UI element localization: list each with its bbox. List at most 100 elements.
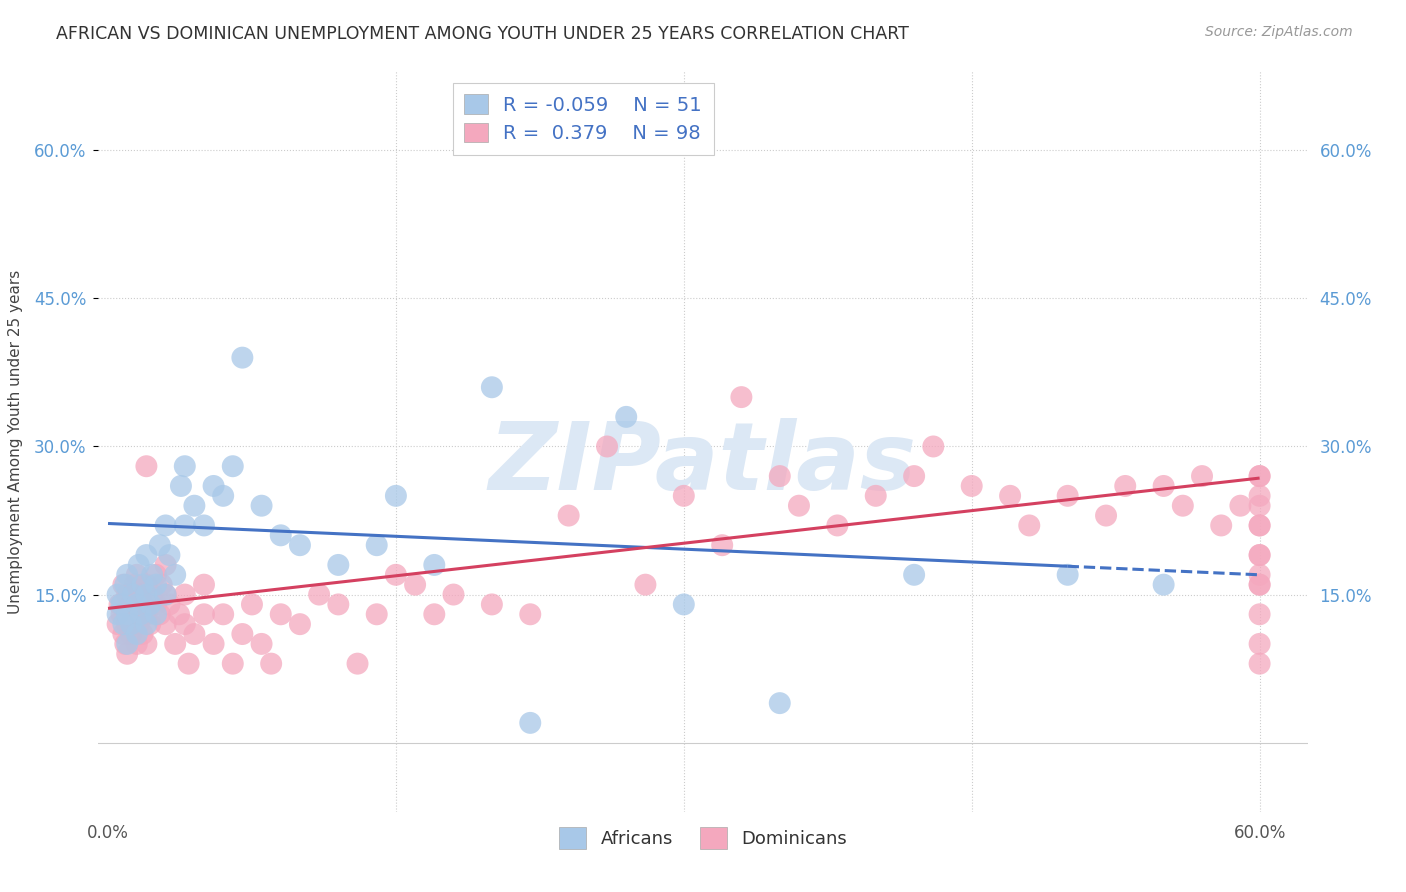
Point [250, 499, 273, 513]
Point [124, 577, 146, 591]
Point [385, 489, 408, 503]
Point [165, 567, 187, 582]
Text: Source: ZipAtlas.com: Source: ZipAtlas.com [1205, 25, 1353, 39]
Point [328, 558, 350, 572]
Point [122, 607, 145, 622]
Point [288, 538, 311, 552]
Point [115, 567, 138, 582]
Point [112, 627, 135, 641]
Point [183, 627, 205, 641]
Point [115, 647, 138, 661]
Text: ZIPatlas: ZIPatlas [489, 417, 917, 509]
Point [519, 715, 541, 730]
Point [1249, 469, 1271, 483]
Point [222, 459, 245, 474]
Point [202, 479, 225, 493]
Point [1018, 518, 1040, 533]
Point [787, 499, 810, 513]
Point [1153, 479, 1175, 493]
Point [125, 598, 148, 612]
Point [107, 607, 129, 622]
Point [1249, 567, 1271, 582]
Point [1171, 499, 1194, 513]
Point [131, 627, 153, 641]
Point [596, 440, 619, 454]
Point [173, 459, 195, 474]
Point [149, 538, 172, 552]
Point [260, 657, 283, 671]
Point [139, 617, 162, 632]
Point [155, 617, 177, 632]
Point [423, 607, 446, 622]
Y-axis label: Unemployment Among Youth under 25 years: Unemployment Among Youth under 25 years [8, 269, 22, 614]
Point [519, 607, 541, 622]
Point [114, 637, 136, 651]
Point [1229, 499, 1251, 513]
Point [730, 390, 752, 404]
Point [129, 607, 152, 622]
Point [125, 637, 148, 651]
Point [1249, 607, 1271, 622]
Point [165, 637, 187, 651]
Point [120, 598, 142, 612]
Point [443, 588, 465, 602]
Point [481, 380, 503, 394]
Point [135, 588, 157, 602]
Point [108, 598, 131, 612]
Point [865, 489, 887, 503]
Point [346, 657, 368, 671]
Point [177, 657, 200, 671]
Point [135, 637, 157, 651]
Point [120, 627, 142, 641]
Point [193, 577, 215, 591]
Point [1249, 577, 1271, 591]
Point [998, 489, 1021, 503]
Point [614, 409, 637, 424]
Point [135, 617, 157, 632]
Point [423, 558, 446, 572]
Point [385, 567, 408, 582]
Point [231, 627, 253, 641]
Point [110, 598, 132, 612]
Point [159, 598, 181, 612]
Point [1249, 489, 1271, 503]
Point [711, 538, 734, 552]
Point [1249, 637, 1271, 651]
Point [112, 617, 135, 632]
Point [131, 598, 153, 612]
Point [150, 577, 173, 591]
Point [145, 598, 167, 612]
Point [827, 518, 849, 533]
Point [145, 607, 167, 622]
Point [183, 499, 205, 513]
Point [170, 479, 193, 493]
Point [1095, 508, 1118, 523]
Point [270, 607, 292, 622]
Point [115, 607, 138, 622]
Point [155, 588, 177, 602]
Point [1056, 489, 1078, 503]
Point [366, 607, 388, 622]
Point [1211, 518, 1233, 533]
Point [107, 588, 129, 602]
Point [155, 588, 177, 602]
Point [120, 617, 142, 632]
Point [1249, 548, 1271, 562]
Point [115, 588, 138, 602]
Point [115, 617, 138, 632]
Point [135, 577, 157, 591]
Point [135, 548, 157, 562]
Point [112, 577, 135, 591]
Point [110, 607, 132, 622]
Point [155, 518, 177, 533]
Point [1249, 577, 1271, 591]
Point [672, 598, 695, 612]
Point [1249, 518, 1271, 533]
Point [1153, 577, 1175, 591]
Point [634, 577, 657, 591]
Point [128, 617, 150, 632]
Legend: Africans, Dominicans: Africans, Dominicans [550, 818, 856, 858]
Point [149, 607, 172, 622]
Point [125, 627, 148, 641]
Point [769, 469, 792, 483]
